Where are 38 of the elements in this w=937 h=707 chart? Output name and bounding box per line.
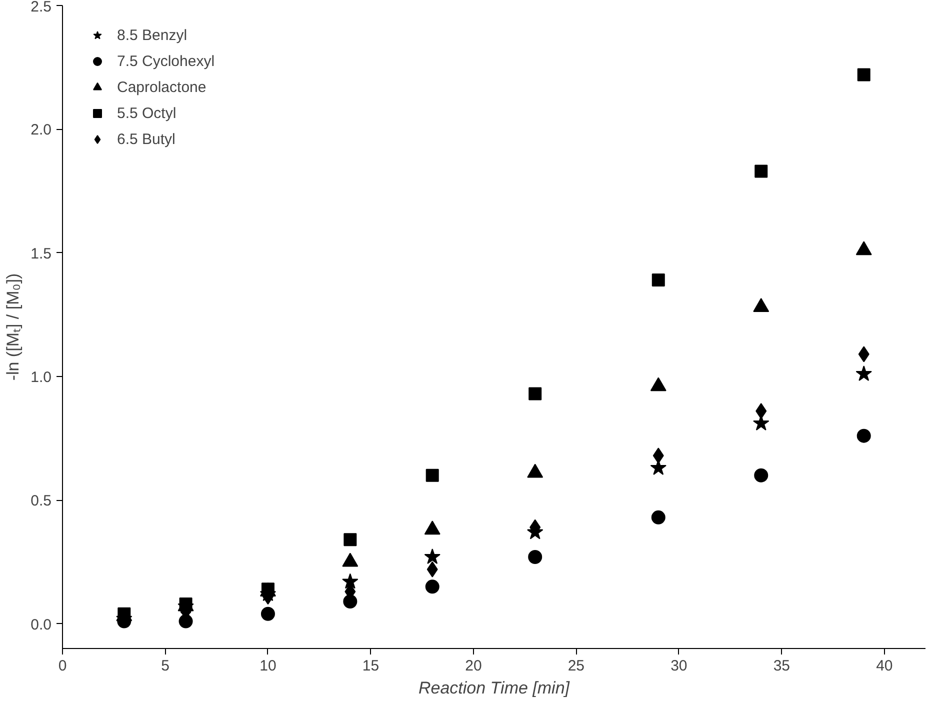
y-tick-label: 1.5: [30, 245, 52, 262]
point: [856, 428, 871, 443]
point: [856, 365, 872, 381]
x-tick-label: 40: [876, 658, 893, 674]
y-tick-label: 2.0: [30, 122, 52, 139]
x-tick-label: 20: [465, 658, 482, 674]
x-tick-label: 5: [161, 658, 170, 674]
y-tick-label: 0.0: [30, 616, 52, 634]
point: [528, 550, 542, 564]
legend-label: 7.5 Cyclohexyl: [117, 52, 215, 70]
legend-label: 5.5 Octyl: [117, 104, 176, 122]
x-axis-title: Reaction Time [min]: [418, 678, 571, 698]
point: [857, 68, 870, 82]
point: [260, 606, 275, 621]
point: [118, 607, 131, 620]
point: [754, 468, 768, 482]
point: [652, 274, 665, 287]
point: [754, 164, 768, 178]
legend-label: 6.5 Butyl: [117, 130, 176, 148]
y-axis-title: -ln ([Mₜ] / [M₀]): [4, 273, 23, 381]
x-tick-label: 30: [670, 658, 688, 674]
y-tick-label: 1.0: [30, 368, 52, 386]
x-tick-label: 10: [260, 658, 276, 674]
point: [344, 533, 357, 546]
x-tick-label: 35: [773, 658, 790, 674]
point: [342, 573, 358, 589]
y-tick-label: 2.5: [30, 0, 52, 16]
point: [424, 548, 440, 564]
x-tick-label: 0: [58, 658, 67, 674]
point: [426, 468, 439, 482]
y-tick-label: 0.5: [30, 492, 52, 510]
x-tick-label: 25: [568, 658, 585, 674]
legend-label: 8.5 Benzyl: [117, 26, 188, 44]
point: [651, 510, 666, 524]
point: [528, 387, 542, 400]
x-tick-label: 15: [362, 658, 380, 674]
point: [425, 580, 440, 594]
legend-label: Caprolactone: [117, 78, 206, 96]
